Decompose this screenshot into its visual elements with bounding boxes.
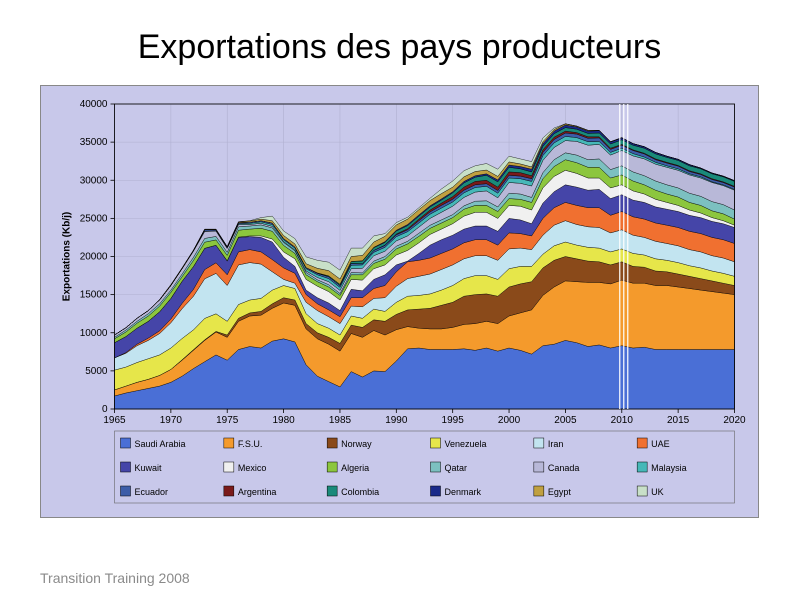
ytick-label: 35000: [80, 137, 108, 148]
xtick-label: 1980: [272, 415, 295, 426]
legend-label: Venezuela: [445, 439, 487, 449]
xtick-label: 2010: [611, 415, 634, 426]
ytick-label: 5000: [85, 366, 108, 377]
legend-label: Colombia: [341, 487, 379, 497]
ytick-label: 10000: [80, 328, 108, 339]
ytick-label: 25000: [80, 213, 108, 224]
legend-swatch: [327, 438, 337, 448]
xtick-label: 2000: [498, 415, 521, 426]
legend-swatch: [224, 486, 234, 496]
footer-text: Transition Training 2008: [40, 570, 190, 586]
legend-swatch: [327, 486, 337, 496]
legend-swatch: [431, 438, 441, 448]
legend-label: Algeria: [341, 463, 369, 473]
legend-label: Ecuador: [135, 487, 169, 497]
legend-swatch: [121, 462, 131, 472]
legend-swatch: [637, 462, 647, 472]
legend-swatch: [637, 438, 647, 448]
ytick-label: 20000: [80, 252, 108, 263]
legend-label: Kuwait: [135, 463, 163, 473]
ytick-label: 30000: [80, 175, 108, 186]
legend-swatch: [121, 486, 131, 496]
legend-label: Argentina: [238, 487, 277, 497]
legend-label: Norway: [341, 439, 372, 449]
y-axis-label: Exportations (Kb/j): [62, 212, 73, 301]
xtick-label: 2005: [554, 415, 577, 426]
legend-swatch: [637, 486, 647, 496]
xtick-label: 1970: [160, 415, 183, 426]
legend-label: Iran: [548, 439, 564, 449]
legend-label: UK: [651, 487, 664, 497]
legend-label: Qatar: [445, 463, 468, 473]
xtick-label: 1965: [103, 415, 126, 426]
legend-swatch: [431, 486, 441, 496]
legend-label: F.S.U.: [238, 439, 263, 449]
legend-label: UAE: [651, 439, 670, 449]
legend-label: Malaysia: [651, 463, 687, 473]
legend-swatch: [327, 462, 337, 472]
legend-label: Denmark: [445, 487, 482, 497]
legend-swatch: [534, 438, 544, 448]
xtick-label: 1995: [442, 415, 465, 426]
legend-swatch: [534, 486, 544, 496]
xtick-label: 1975: [216, 415, 239, 426]
stacked-area-chart: 0 5000 10000 15000 20000 25000 30000 35000 40000…: [49, 94, 750, 504]
slide-title: Exportations des pays producteurs: [40, 28, 759, 67]
legend-swatch: [224, 462, 234, 472]
ytick-label: 0: [102, 404, 108, 415]
xtick-label: 1990: [385, 415, 408, 426]
xtick-label: 1985: [329, 415, 352, 426]
legend-label: Saudi Arabia: [135, 439, 186, 449]
legend-label: Mexico: [238, 463, 267, 473]
legend-label: Egypt: [548, 487, 572, 497]
chart-frame: 0 5000 10000 15000 20000 25000 30000 35000 40000…: [40, 85, 759, 518]
ytick-label: 40000: [80, 99, 108, 110]
legend-swatch: [224, 438, 234, 448]
legend-label: Canada: [548, 463, 580, 473]
xtick-label: 2015: [667, 415, 690, 426]
legend-swatch: [534, 462, 544, 472]
legend-swatch: [121, 438, 131, 448]
ytick-label: 15000: [80, 290, 108, 301]
legend-swatch: [431, 462, 441, 472]
xtick-label: 2020: [723, 415, 746, 426]
